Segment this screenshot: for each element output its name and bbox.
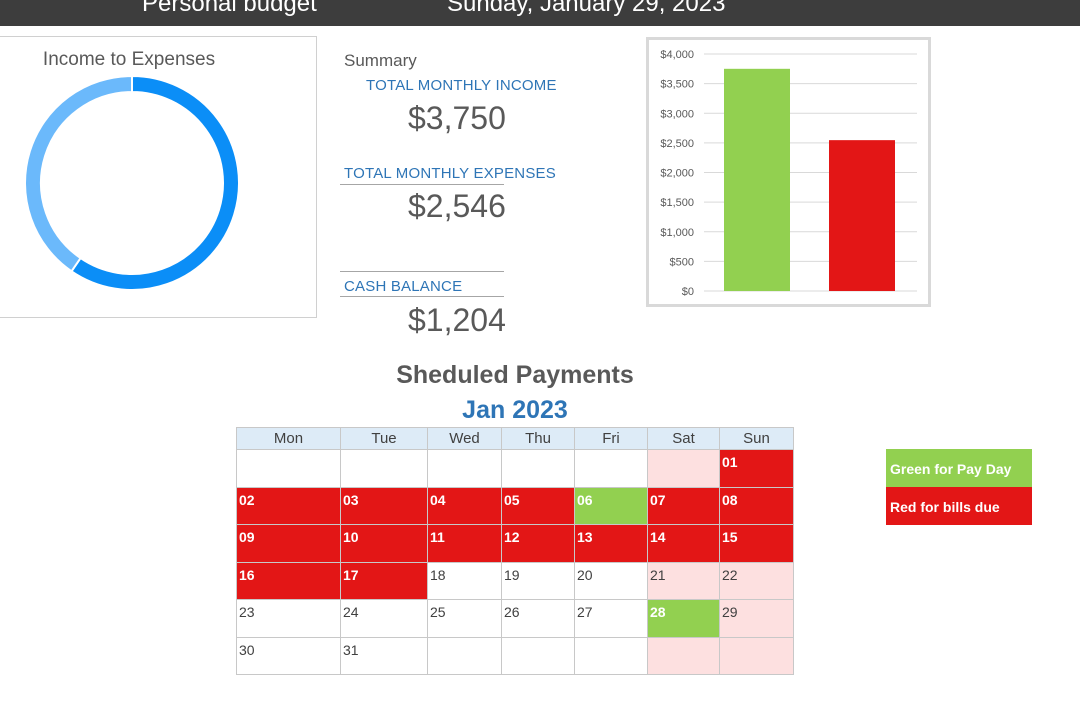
total-income-value: $3,750: [408, 100, 506, 137]
calendar-day-cell[interactable]: 09: [237, 525, 341, 563]
weekday-header: Wed: [428, 428, 502, 450]
calendar-day-cell[interactable]: 25: [428, 600, 502, 638]
total-expenses-value: $2,546: [408, 188, 506, 225]
donut-slice-income: [72, 76, 239, 290]
legend-bills-due: Red for bills due: [886, 487, 1032, 525]
calendar-week-row: 23 24 25 26 27 28 29: [237, 600, 794, 638]
calendar-day-cell[interactable]: 23: [237, 600, 341, 638]
calendar-day-cell[interactable]: 18: [428, 562, 502, 600]
calendar-day-cell[interactable]: 22: [720, 562, 794, 600]
y-tick-label: $1,500: [660, 197, 694, 209]
calendar-day-cell[interactable]: 05: [502, 487, 575, 525]
cash-balance-label: CASH BALANCE: [344, 278, 462, 295]
calendar-day-cell[interactable]: 06: [575, 487, 648, 525]
calendar-title: Sheduled Payments: [236, 361, 794, 390]
y-tick-label: $4,000: [660, 49, 694, 61]
y-tick-label: $3,000: [660, 108, 694, 120]
divider: [340, 296, 504, 297]
calendar-empty-cell: [720, 637, 794, 675]
calendar-day-cell[interactable]: 28: [648, 600, 720, 638]
donut-chart: [0, 37, 318, 319]
divider: [340, 184, 504, 185]
weekday-header: Sun: [720, 428, 794, 450]
calendar-day-cell[interactable]: 29: [720, 600, 794, 638]
calendar-day-cell[interactable]: 10: [341, 525, 428, 563]
bar-income: [724, 69, 790, 291]
weekday-header-row: Mon Tue Wed Thu Fri Sat Sun: [237, 428, 794, 450]
calendar-day-cell[interactable]: 12: [502, 525, 575, 563]
legend-pay-day: Green for Pay Day: [886, 449, 1032, 487]
calendar-empty-cell: [502, 637, 575, 675]
calendar-empty-cell: [502, 450, 575, 488]
income-expenses-bar-chart-panel[interactable]: $0 $500 $1,000 $1,500 $2,000 $2,500 $3,000 $3,5…: [646, 37, 931, 307]
calendar-empty-cell: [575, 637, 648, 675]
total-expenses-label: TOTAL MONTHLY EXPENSES: [344, 165, 556, 182]
calendar-day-cell[interactable]: 07: [648, 487, 720, 525]
donut-slice-expenses: [25, 76, 132, 271]
calendar-empty-cell: [341, 450, 428, 488]
cash-balance-value: $1,204: [408, 302, 506, 339]
calendar-day-cell[interactable]: 16: [237, 562, 341, 600]
income-expenses-donut-panel[interactable]: Income to Expenses: [0, 36, 317, 318]
title-bar: Personal budget Sunday, January 29, 2023: [0, 0, 1080, 26]
calendar-week-row: 30 31: [237, 637, 794, 675]
weekday-header: Sat: [648, 428, 720, 450]
weekday-header: Mon: [237, 428, 341, 450]
bar-chart: $0 $500 $1,000 $1,500 $2,000 $2,500 $3,000 $3,5…: [649, 40, 928, 304]
calendar-day-cell[interactable]: 31: [341, 637, 428, 675]
calendar-day-cell[interactable]: 26: [502, 600, 575, 638]
calendar-day-cell[interactable]: 17: [341, 562, 428, 600]
weekday-header: Thu: [502, 428, 575, 450]
calendar-day-cell[interactable]: 27: [575, 600, 648, 638]
calendar-day-cell[interactable]: 30: [237, 637, 341, 675]
calendar-week-row: 02 03 04 05 06 07 08: [237, 487, 794, 525]
calendar-empty-cell: [648, 637, 720, 675]
page-title: Personal budget: [142, 0, 317, 18]
weekday-header: Tue: [341, 428, 428, 450]
calendar-day-cell[interactable]: 02: [237, 487, 341, 525]
calendar-day-cell[interactable]: 21: [648, 562, 720, 600]
calendar-empty-cell: [428, 450, 502, 488]
calendar-day-cell[interactable]: 14: [648, 525, 720, 563]
calendar-day-cell[interactable]: 15: [720, 525, 794, 563]
summary-section: Summary TOTAL MONTHLY INCOME $3,750 TOTA…: [340, 40, 580, 340]
y-tick-label: $2,500: [660, 138, 694, 150]
calendar-empty-cell: [428, 637, 502, 675]
current-date: Sunday, January 29, 2023: [447, 0, 725, 18]
total-income-label: TOTAL MONTHLY INCOME: [366, 77, 557, 94]
payment-calendar: Mon Tue Wed Thu Fri Sat Sun 01 02 03 04 05 06…: [236, 427, 794, 675]
calendar-day-cell[interactable]: 01: [720, 450, 794, 488]
calendar-day-cell[interactable]: 20: [575, 562, 648, 600]
calendar-week-row: 01: [237, 450, 794, 488]
calendar-day-cell[interactable]: 19: [502, 562, 575, 600]
calendar-empty-cell: [575, 450, 648, 488]
y-tick-label: $3,500: [660, 79, 694, 91]
calendar-empty-cell: [648, 450, 720, 488]
calendar-day-cell[interactable]: 11: [428, 525, 502, 563]
y-tick-label: $0: [682, 286, 694, 298]
calendar-day-cell[interactable]: 24: [341, 600, 428, 638]
calendar-day-cell[interactable]: 03: [341, 487, 428, 525]
calendar-week-row: 09 10 11 12 13 14 15: [237, 525, 794, 563]
summary-heading: Summary: [344, 51, 417, 71]
calendar-day-cell[interactable]: 13: [575, 525, 648, 563]
calendar-day-cell[interactable]: 04: [428, 487, 502, 525]
bar-expenses: [829, 140, 895, 291]
calendar-month: Jan 2023: [236, 396, 794, 425]
weekday-header: Fri: [575, 428, 648, 450]
divider: [340, 271, 504, 272]
y-tick-label: $2,000: [660, 168, 694, 180]
donut-title: Income to Expenses: [0, 49, 261, 71]
calendar-week-row: 16 17 18 19 20 21 22: [237, 562, 794, 600]
calendar-day-cell[interactable]: 08: [720, 487, 794, 525]
y-tick-label: $500: [670, 256, 694, 268]
y-tick-label: $1,000: [660, 227, 694, 239]
calendar-empty-cell: [237, 450, 341, 488]
